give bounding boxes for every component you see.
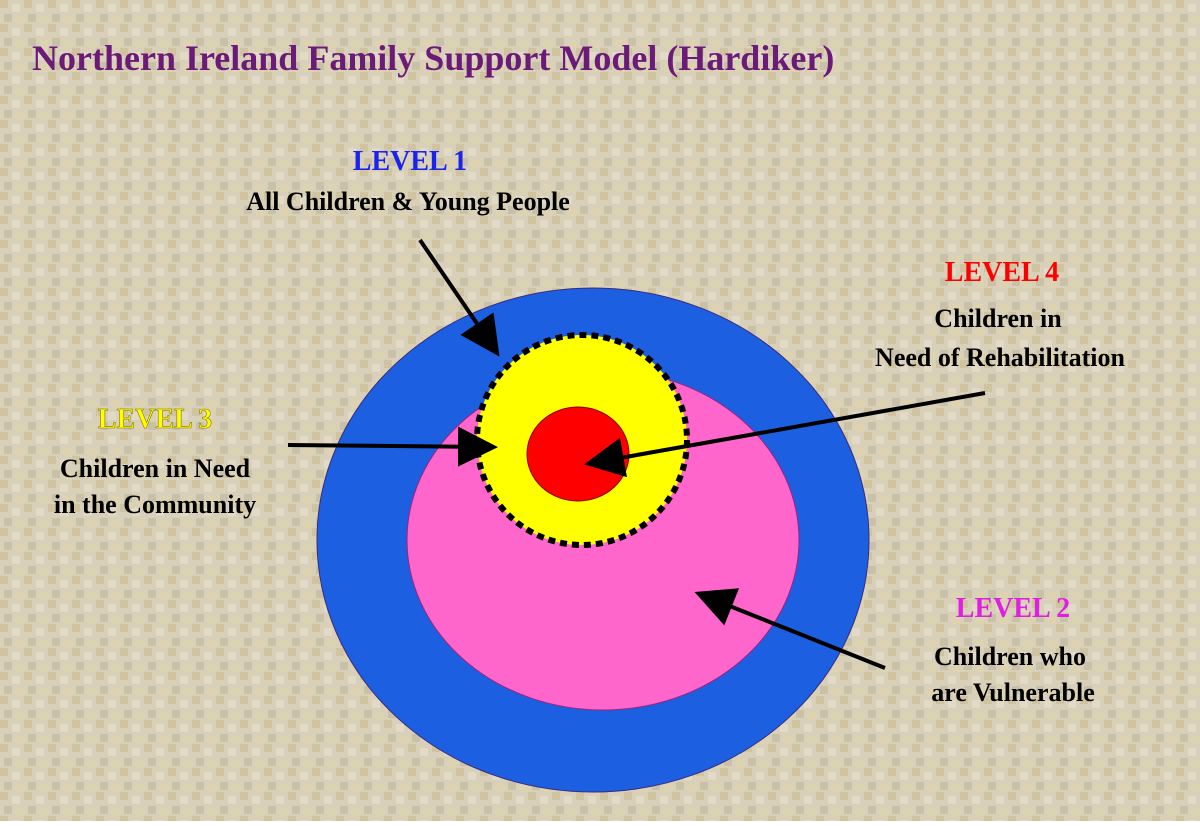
level-heading: LEVEL 3 [98,404,212,435]
level-heading: LEVEL 4 [945,257,1059,288]
level-text: Children in Need [60,454,251,483]
level-text: in the Community [54,490,256,519]
slide: Northern Ireland Family Support Model (H… [0,0,1200,821]
level-heading: LEVEL 2 [956,593,1070,624]
level-text: All Children & Young People [246,187,570,216]
level-text: are Vulnerable [931,678,1094,707]
title: Northern Ireland Family Support Model (H… [32,38,834,78]
level-text: Need of Rehabilitation [875,343,1125,372]
level4-circle [527,407,629,501]
level-text: Children who [934,642,1086,671]
arrow [288,445,490,447]
level-heading: LEVEL 1 [353,146,467,177]
level-text: Children in [934,304,1062,333]
